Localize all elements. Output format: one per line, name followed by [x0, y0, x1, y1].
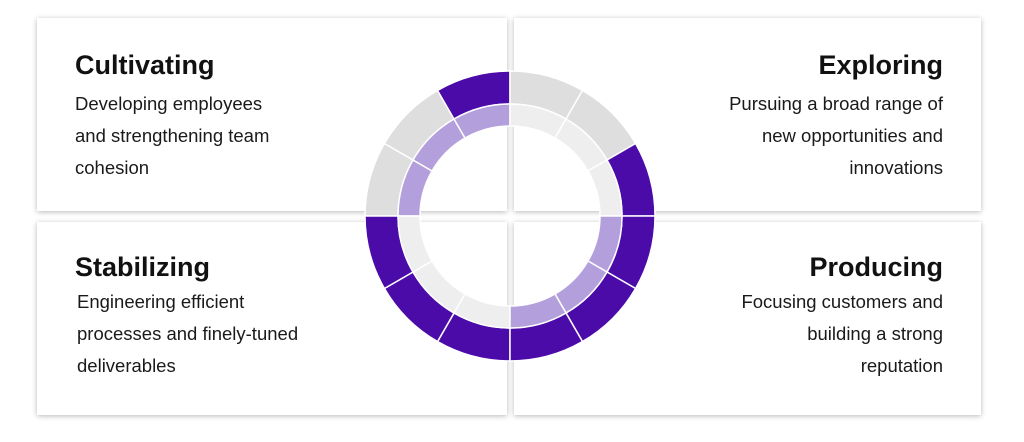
quadrant-description: Engineering efficient processes and fine…: [77, 291, 299, 376]
ring-inner-segment: [509, 292, 568, 329]
quadrant-description: Focusing customers and building a strong…: [741, 291, 943, 376]
quadrant-title: Producing: [809, 252, 944, 282]
quadrant-description: Developing employees and strengthening t…: [75, 93, 270, 178]
progress-ring: [364, 70, 656, 362]
ring-inner-segment: [397, 215, 434, 274]
quadrant-title: Exploring: [818, 50, 943, 80]
quadrant-description: Pursuing a broad range of new opportunit…: [729, 93, 943, 178]
quadrant-title: Cultivating: [75, 50, 215, 80]
quadrant-title: Stabilizing: [75, 252, 210, 282]
